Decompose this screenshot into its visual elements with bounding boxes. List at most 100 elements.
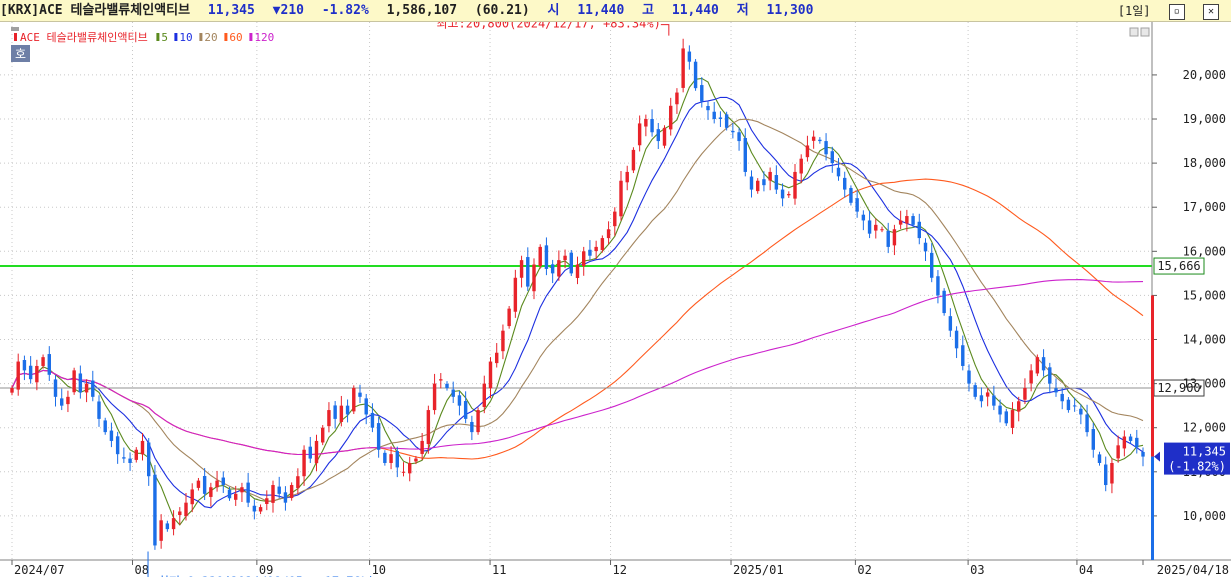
candle-body bbox=[314, 440, 319, 464]
candle-body bbox=[1079, 408, 1083, 415]
candle-body bbox=[165, 523, 170, 530]
candle-body bbox=[1091, 429, 1095, 450]
price-change-pct: -1.82% bbox=[321, 3, 369, 18]
candle-body bbox=[246, 482, 250, 503]
candle-body bbox=[743, 137, 747, 172]
y-tick-label: 13,000 bbox=[1183, 377, 1226, 391]
legend-label-ma5: 5 bbox=[161, 31, 168, 44]
close-icon[interactable]: ✕ bbox=[1203, 3, 1219, 20]
candle-body bbox=[681, 48, 685, 88]
candle-body bbox=[550, 264, 555, 274]
candle-body bbox=[1122, 436, 1127, 449]
candle-body bbox=[532, 264, 536, 292]
reference-value: 12,900 bbox=[1157, 381, 1200, 395]
current-price-box bbox=[1164, 442, 1230, 475]
candle-body bbox=[122, 457, 126, 459]
candle-body bbox=[824, 141, 828, 155]
high-label: 고 bbox=[642, 3, 655, 18]
price-range-bar-up bbox=[1151, 295, 1154, 457]
minimize-chart-icon[interactable] bbox=[1129, 27, 1139, 37]
quote-title-bar: [KRX]ACE 테슬라밸류체인액티브 11,345 ▼210 -1.82% 1… bbox=[0, 0, 1231, 22]
candle-body bbox=[140, 440, 145, 455]
x-tick-label: 2025/04/18 bbox=[1157, 563, 1229, 577]
candle-body bbox=[756, 180, 760, 192]
candle-body bbox=[451, 389, 455, 397]
candle-body bbox=[439, 379, 443, 381]
candle-body bbox=[1128, 436, 1133, 441]
candle-body bbox=[973, 385, 977, 397]
high-price: 11,440 bbox=[671, 3, 719, 18]
candle-body bbox=[507, 308, 511, 327]
candle-body bbox=[352, 388, 356, 412]
candle-body bbox=[606, 229, 611, 239]
candle-body bbox=[526, 257, 530, 287]
candle-body bbox=[376, 423, 381, 450]
candle-body bbox=[874, 224, 878, 231]
candle-body bbox=[588, 249, 592, 256]
restore-icon[interactable]: ▫ bbox=[1168, 3, 1185, 20]
candle-body bbox=[898, 220, 903, 225]
legend-handle-icon bbox=[11, 27, 19, 31]
order-tag-box bbox=[11, 45, 30, 62]
candle-body bbox=[414, 458, 418, 462]
price-chart[interactable]: 15,666 12,900 20,000 19,000 18,000 17,000 16,… bbox=[0, 22, 1231, 577]
candle-body bbox=[811, 136, 816, 141]
candle-body bbox=[1029, 370, 1033, 384]
candle-body bbox=[613, 211, 617, 227]
legend-swatch-ma120 bbox=[249, 33, 253, 41]
candle-body bbox=[22, 360, 27, 371]
candle-body bbox=[650, 119, 654, 133]
candle-body bbox=[880, 229, 884, 231]
candle-body bbox=[1004, 411, 1008, 424]
close-chart-icon[interactable] bbox=[1140, 27, 1150, 37]
chart-grid bbox=[0, 22, 1152, 560]
x-tick-label: 09 bbox=[259, 563, 273, 577]
candle-body bbox=[78, 373, 83, 393]
candle-body bbox=[954, 330, 959, 349]
trade-volume: 1,586,107 bbox=[386, 3, 458, 18]
chart-mini-buttons[interactable] bbox=[1129, 27, 1150, 37]
period-selector[interactable]: [1일] bbox=[1117, 4, 1151, 18]
candle-body bbox=[569, 252, 573, 274]
candle-body bbox=[370, 412, 375, 428]
candle-body bbox=[1023, 388, 1027, 400]
candle-body bbox=[631, 149, 636, 171]
candle-body bbox=[799, 158, 803, 174]
candle-body bbox=[967, 370, 971, 384]
price-range-bar-down bbox=[1151, 456, 1154, 560]
candle-body bbox=[308, 446, 312, 459]
candle-body bbox=[724, 114, 729, 128]
candle-body bbox=[1141, 451, 1145, 457]
y-tick-label: 20,000 bbox=[1183, 68, 1226, 82]
y-tick-label: 17,000 bbox=[1183, 200, 1226, 214]
chart-background bbox=[0, 22, 1231, 577]
volume-ratio: (60.21) bbox=[474, 3, 530, 18]
candle-body bbox=[867, 220, 872, 234]
candle-body bbox=[557, 260, 561, 277]
candle-body bbox=[693, 61, 698, 89]
candle-body bbox=[948, 316, 953, 331]
candle-body bbox=[470, 421, 474, 433]
legend-label-ma120: 120 bbox=[254, 31, 274, 44]
candle-body bbox=[277, 486, 281, 494]
candle-body bbox=[153, 474, 157, 546]
candle-body bbox=[501, 330, 505, 352]
candle-body bbox=[787, 193, 791, 196]
candle-body bbox=[793, 171, 797, 199]
candle-body bbox=[10, 388, 14, 393]
candle-body bbox=[992, 395, 996, 406]
candle-body bbox=[66, 396, 70, 405]
candle-body bbox=[296, 476, 300, 489]
candle-body bbox=[1110, 462, 1114, 484]
candle-body bbox=[401, 471, 406, 473]
candle-body bbox=[252, 505, 257, 512]
candle-body bbox=[1116, 445, 1120, 459]
candle-body bbox=[1060, 393, 1064, 402]
candle-body bbox=[339, 405, 344, 422]
candle-body bbox=[600, 238, 605, 250]
current-price-change: (-1.82%) bbox=[1168, 460, 1226, 474]
candle-body bbox=[1066, 399, 1071, 411]
chart-legend: ACE 테슬라밸류체인액티브 5 10 20 60 120 호 bbox=[11, 27, 274, 62]
candle-body bbox=[72, 370, 76, 393]
current-price-value: 11,345 bbox=[1183, 445, 1226, 459]
